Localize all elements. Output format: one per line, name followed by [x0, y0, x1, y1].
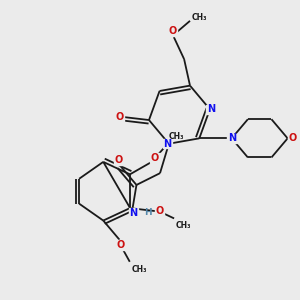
Text: CH₃: CH₃ [191, 14, 207, 22]
Text: CH₃: CH₃ [168, 132, 184, 141]
Text: O: O [168, 26, 176, 36]
Text: N: N [228, 134, 236, 143]
Text: N: N [130, 208, 138, 218]
Bar [167, 26, 177, 36]
Bar [116, 240, 126, 250]
Bar [150, 153, 160, 163]
Bar [206, 105, 216, 114]
Bar [129, 208, 138, 218]
Text: CH₃: CH₃ [176, 221, 191, 230]
Bar [227, 134, 236, 143]
Text: CH₃: CH₃ [131, 265, 147, 274]
Text: O: O [151, 153, 159, 163]
Bar [288, 134, 298, 143]
Bar [114, 155, 124, 165]
Text: O: O [115, 155, 123, 165]
Text: N: N [207, 104, 215, 114]
Text: O: O [116, 112, 124, 122]
Bar [115, 112, 124, 122]
Text: O: O [155, 206, 164, 216]
Bar [163, 139, 172, 148]
Bar [154, 206, 164, 216]
Text: N: N [163, 139, 171, 149]
Text: H: H [144, 208, 152, 217]
Text: O: O [289, 134, 297, 143]
Text: O: O [117, 240, 125, 250]
